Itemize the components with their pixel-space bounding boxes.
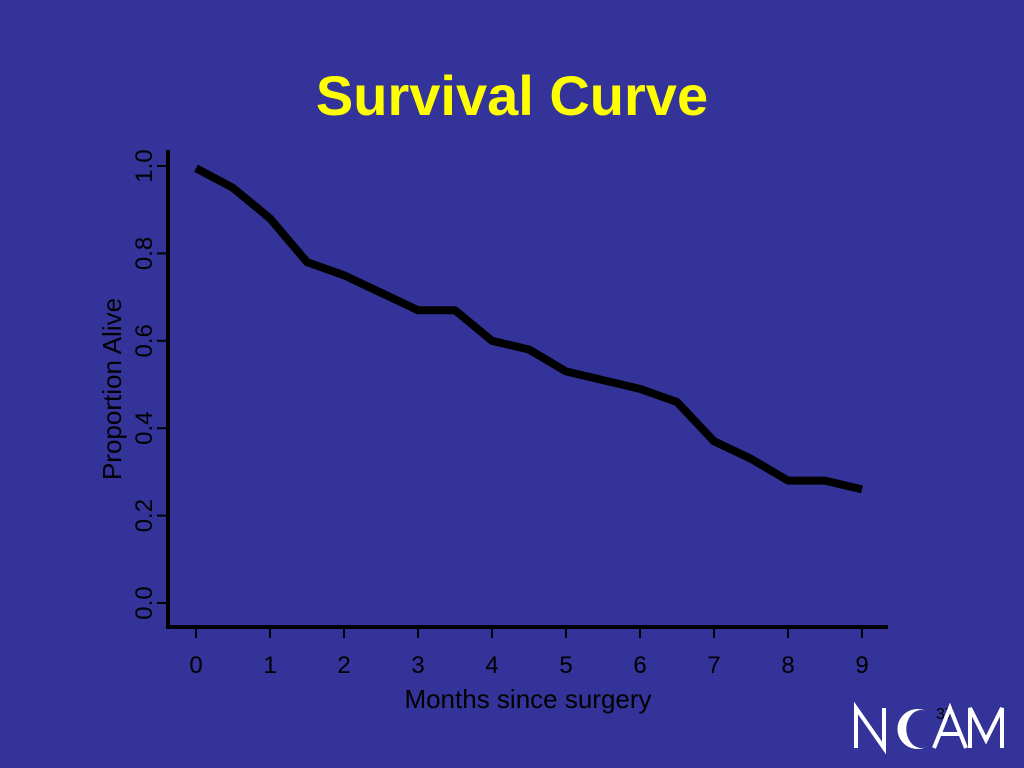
x-tick-label: 6 bbox=[633, 652, 646, 679]
slide-title: Survival Curve bbox=[315, 64, 709, 127]
chart-ticks: 0 1 2 3 4 5 6 7 8 9 0.0 0.2 0.4 0.6 0.8 1.0 bbox=[131, 149, 869, 679]
y-tick-label: 0.2 bbox=[131, 499, 158, 532]
survival-line bbox=[194, 164, 863, 494]
x-tick-label: 8 bbox=[781, 652, 794, 679]
x-tick-label: 3 bbox=[411, 652, 424, 679]
x-tick-label: 0 bbox=[189, 652, 202, 679]
x-tick-label: 7 bbox=[707, 652, 720, 679]
x-tick-label: 1 bbox=[263, 652, 276, 679]
y-tick-label: 0.0 bbox=[131, 586, 158, 619]
x-axis-label: Months since surgery bbox=[404, 684, 651, 714]
y-tick-label: 0.6 bbox=[131, 324, 158, 357]
y-tick-label: 0.8 bbox=[131, 237, 158, 270]
y-axis-label: Proportion Alive bbox=[97, 298, 127, 480]
chart-axes bbox=[166, 150, 888, 629]
x-tick-label: 2 bbox=[337, 652, 350, 679]
x-tick-label: 9 bbox=[855, 652, 868, 679]
x-tick-label: 4 bbox=[485, 652, 498, 679]
chart-series bbox=[194, 164, 863, 494]
y-tick-label: 0.4 bbox=[131, 412, 158, 445]
ncam-logo bbox=[854, 701, 1004, 755]
x-tick-label: 5 bbox=[559, 652, 572, 679]
y-tick-label: 1.0 bbox=[131, 149, 158, 182]
